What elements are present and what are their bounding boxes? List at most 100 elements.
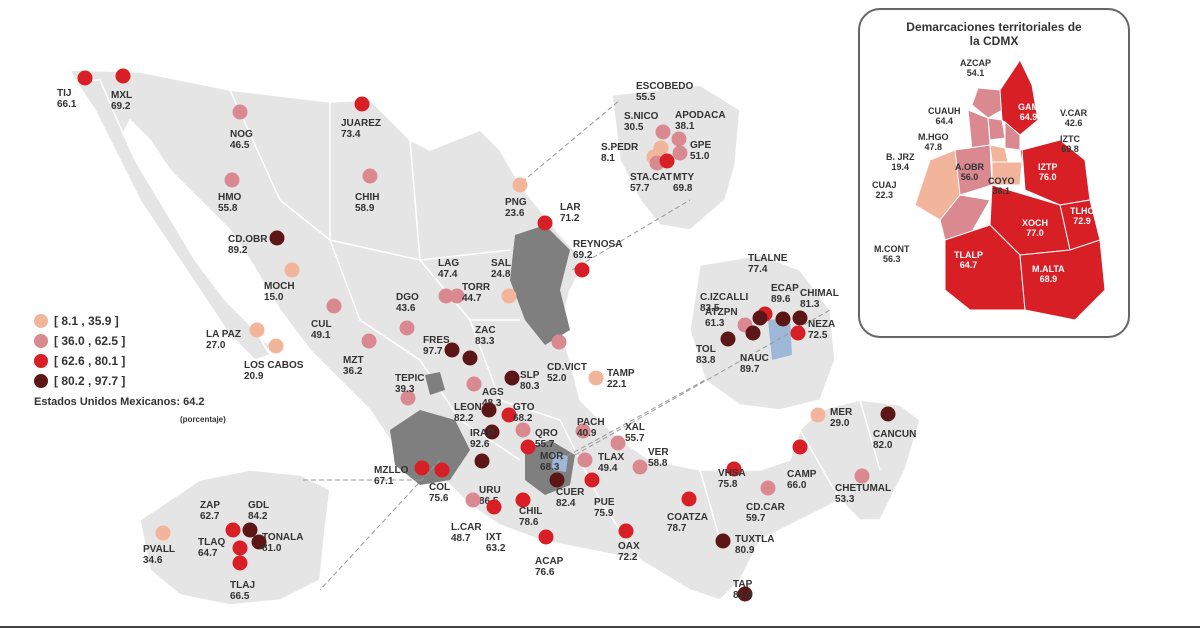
city-name: SLP — [520, 370, 540, 381]
city-name: TONALA — [262, 532, 303, 543]
district-value: 56.3 — [882, 254, 901, 264]
district-value: 69.8 — [1061, 144, 1079, 154]
city-name: DGO — [396, 292, 419, 303]
city-value: 36.2 — [343, 366, 363, 377]
cdmx-title: Demarcaciones territoriales de la CDMX — [860, 20, 1128, 48]
inset-valle-mexico — [689, 254, 836, 411]
cdmx-highlight — [552, 452, 568, 472]
city-value: 64.7 — [198, 548, 218, 559]
city-marker — [449, 288, 465, 304]
city-marker — [655, 124, 671, 140]
city-value: 69.2 — [573, 250, 593, 261]
city-marker — [361, 333, 377, 349]
district-name: IZTC — [1060, 134, 1080, 144]
city-value: 89.7 — [740, 364, 760, 375]
city-name: REYNOSA — [573, 239, 622, 250]
cdmx-inset: Demarcaciones territoriales de la CDMX A… — [858, 8, 1130, 338]
city-name: JUAREZ — [341, 118, 381, 129]
district-name: COYO — [988, 176, 1015, 186]
district-value: 77.0 — [1026, 228, 1044, 238]
district-cuaj: CUAJ 22.3 — [872, 180, 897, 200]
city-name: S.PEDR — [601, 142, 639, 153]
city-marker — [77, 70, 93, 86]
district-m-hgo: M.HGO 47.8 — [918, 132, 949, 152]
city-marker — [588, 370, 604, 386]
city-value: 48.7 — [451, 533, 471, 544]
city-marker — [726, 461, 742, 477]
city-value: 68.3 — [540, 462, 560, 473]
district-xoch: XOCH 77.0 — [1022, 218, 1048, 238]
city-value: 76.6 — [535, 567, 555, 578]
city-value: 43.6 — [396, 303, 416, 314]
district-value: 47.8 — [924, 142, 943, 152]
city-marker — [501, 288, 517, 304]
city-marker — [362, 168, 378, 184]
city-marker — [610, 435, 626, 451]
city-marker — [501, 407, 517, 423]
bottom-rule — [0, 626, 1200, 628]
national-value: Estados Unidos Mexicanos: 64.2 — [34, 396, 205, 408]
district-m-alta: M.ALTA 68.9 — [1032, 264, 1065, 284]
city-value: 78.7 — [667, 523, 687, 534]
city-marker — [414, 460, 430, 476]
city-name: AGS — [482, 387, 504, 398]
city-name: CD.OBR — [228, 234, 268, 245]
city-name: CAMP — [787, 469, 817, 480]
city-value: 24.8 — [491, 269, 511, 280]
city-name: TAP — [733, 579, 753, 590]
city-marker — [434, 462, 450, 478]
city-name: MZT — [343, 355, 364, 366]
legend-label: [ 36.0 , 62.5 ] — [54, 334, 126, 348]
district-shape-malta — [1019, 239, 1106, 321]
city-name: XAL — [625, 422, 645, 433]
district-value: 22.3 — [875, 190, 894, 200]
city-name: MZLLO — [374, 465, 409, 476]
city-name: TIJ — [57, 88, 71, 99]
district-value: 54.1 — [966, 68, 985, 78]
city-value: 82.0 — [873, 440, 893, 451]
district-value: 64.4 — [935, 116, 954, 126]
city-value: 58.9 — [355, 203, 375, 214]
city-value: 78.6 — [519, 517, 539, 528]
city-name: CHIH — [355, 192, 379, 203]
city-marker — [155, 525, 171, 541]
city-value: 55.7 — [625, 433, 645, 444]
city-value: 30.5 — [624, 122, 644, 133]
city-marker — [481, 402, 497, 418]
city-marker — [792, 310, 808, 326]
city-marker — [225, 522, 241, 538]
city-marker — [737, 586, 753, 602]
city-value: 23.6 — [505, 208, 525, 219]
city-marker — [232, 555, 248, 571]
city-marker — [269, 230, 285, 246]
city-marker — [574, 262, 590, 278]
city-value: 55.5 — [636, 92, 656, 103]
district-name: B. JRZ — [886, 152, 915, 162]
city-name: TLAQ — [198, 537, 225, 548]
city-name: PVALL — [143, 544, 175, 555]
district-value: 42.6 — [1064, 118, 1083, 128]
city-value: 40.9 — [577, 428, 597, 439]
city-marker — [268, 338, 284, 354]
city-name: GTO — [513, 402, 535, 413]
city-name: ACAP — [535, 556, 564, 567]
city-marker — [584, 472, 600, 488]
city-name: ATZPN — [705, 307, 738, 318]
city-name: LEON — [454, 402, 482, 413]
